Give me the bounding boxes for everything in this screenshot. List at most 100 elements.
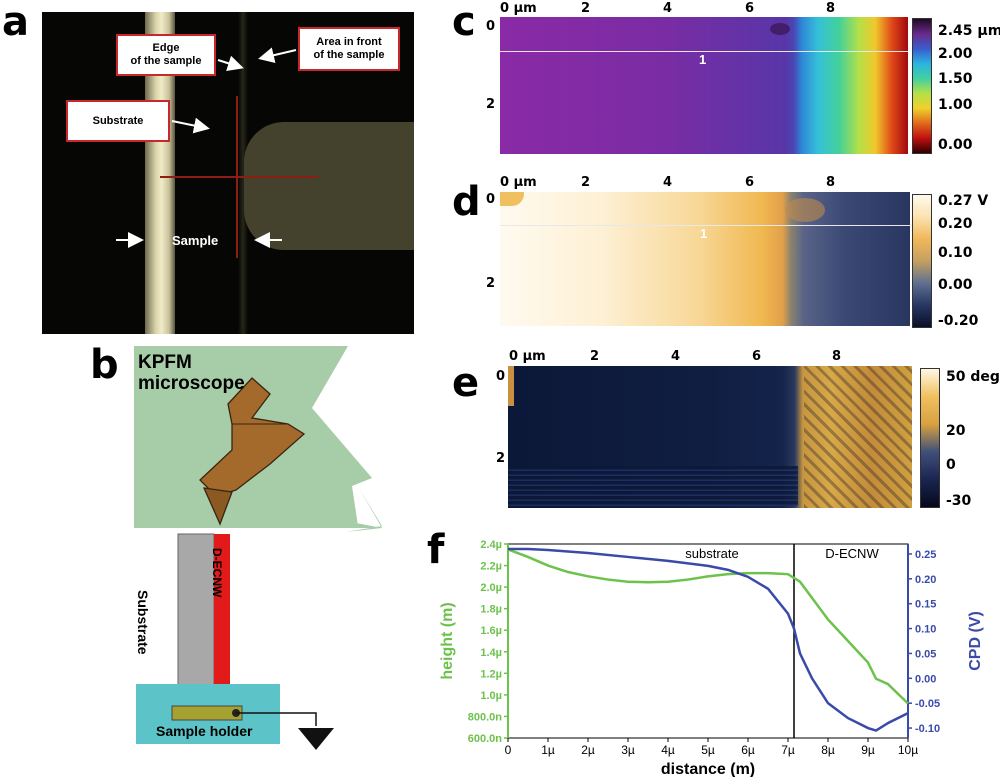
x-tick-label: 9µ xyxy=(861,743,875,757)
e-ytick-0: 0 xyxy=(496,369,506,384)
callout-edge-line2: of the sample xyxy=(130,55,202,67)
c-xtick-4: 8 xyxy=(826,1,836,16)
y2-tick-label: 0.05 xyxy=(915,648,936,660)
y2-tick-label: 0.10 xyxy=(915,624,936,636)
topography-map: 1 xyxy=(500,17,908,154)
e-cb-3: -30 xyxy=(946,493,972,509)
substrate-bar xyxy=(177,533,215,711)
d-cb-4: -0.20 xyxy=(938,313,979,329)
e-xtick-2: 4 xyxy=(671,349,681,364)
x-tick-label: 7µ xyxy=(781,743,795,757)
callout-edge-line1: Edge xyxy=(152,42,180,54)
x-tick-label: 6µ xyxy=(741,743,755,757)
callout-substrate: Substrate xyxy=(66,100,170,142)
y-tick-label: 2.4µ xyxy=(480,539,502,551)
c-profile-line xyxy=(500,51,908,52)
phase-map xyxy=(508,366,912,508)
arrow-area xyxy=(258,47,297,64)
microscope-label-line1: KPFM xyxy=(138,352,192,373)
cpd-map: 1 xyxy=(500,192,910,326)
substrate-region xyxy=(244,122,414,250)
series-height-line xyxy=(507,548,909,705)
d-profile-line xyxy=(500,225,910,226)
y-tick-label: 600.0n xyxy=(468,733,503,745)
d-cb-3: 0.00 xyxy=(938,277,973,293)
x-tick-label: 10µ xyxy=(898,743,918,757)
e-xtick-3: 6 xyxy=(752,349,762,364)
arrow-substrate xyxy=(171,117,210,134)
d-xtick-4: 8 xyxy=(826,175,836,190)
x-tick-label: 3µ xyxy=(621,743,635,757)
panel-label-c: c xyxy=(452,0,476,45)
y-tick-label: 800.0n xyxy=(468,711,503,723)
y2-tick-label: 0.15 xyxy=(915,599,936,611)
c-xtick-0: 0 µm xyxy=(500,1,537,16)
c-ytick-1: 2 xyxy=(486,97,496,112)
c-xtick-1: 2 xyxy=(581,1,591,16)
y2-tick-label: 0.25 xyxy=(915,549,936,561)
line-chart: 600.0n 800.0n 1.0µ 1.2µ 1.4µ 1.6µ 1.8µ 2.0µ 2.2µ… xyxy=(439,539,984,777)
holder-clamp xyxy=(171,705,243,721)
y2-tick-label: 0.20 xyxy=(915,574,936,586)
ground-wire xyxy=(236,712,317,726)
d-cb-2: 0.10 xyxy=(938,245,973,261)
c-line-label: 1 xyxy=(699,52,707,67)
panel-label-d: d xyxy=(452,179,481,225)
panel-label-e: e xyxy=(452,360,480,406)
c-cb-0: 2.45 µm xyxy=(938,23,1000,39)
microscope-label-line2: microscope xyxy=(138,373,245,394)
c-colorbar xyxy=(912,18,932,154)
decnw-bar xyxy=(214,534,230,710)
y-tick-label: 1.6µ xyxy=(480,625,502,637)
x-tick-label: 2µ xyxy=(581,743,595,757)
e-colorbar xyxy=(920,368,940,508)
d-xtick-2: 4 xyxy=(663,175,673,190)
y2-tick-label: -0.05 xyxy=(915,698,940,710)
region-label-substrate: substrate xyxy=(685,546,738,561)
y-tick-label: 1.4µ xyxy=(480,647,502,659)
sample-label: Sample xyxy=(172,233,219,248)
x-axis-label: distance (m) xyxy=(661,761,755,777)
panel-label-a: a xyxy=(2,0,29,45)
e-ytick-1: 2 xyxy=(496,451,506,466)
e-xtick-4: 8 xyxy=(832,349,842,364)
y-axis-label: height (m) xyxy=(439,602,456,679)
callout-area-line2: of the sample xyxy=(313,49,385,61)
sample-edge-line xyxy=(238,12,248,334)
series-cpd-line xyxy=(508,547,909,732)
y2-tick-label: -0.10 xyxy=(915,723,940,735)
c-cb-2: 1.50 xyxy=(938,71,973,87)
callout-edge: Edge of the sample xyxy=(116,34,216,76)
region-label-decnw: D-ECNW xyxy=(825,546,879,561)
c-ytick-0: 0 xyxy=(486,19,496,34)
d-cb-0: 0.27 V xyxy=(938,193,989,209)
x-tick-label: 4µ xyxy=(661,743,675,757)
d-xtick-1: 2 xyxy=(581,175,591,190)
d-ytick-0: 0 xyxy=(486,192,496,207)
e-cb-1: 20 xyxy=(946,423,966,439)
c-cb-1: 2.00 xyxy=(938,46,973,62)
arrow-edge xyxy=(217,55,244,71)
y-tick-label: 1.2µ xyxy=(480,668,502,680)
e-xtick-1: 2 xyxy=(590,349,600,364)
panel-a-arrows xyxy=(116,47,297,248)
y-tick-label: 1.8µ xyxy=(480,604,502,616)
c-xtick-2: 4 xyxy=(663,1,673,16)
y-tick-label: 1.0µ xyxy=(480,690,502,702)
microscope-label: KPFM microscope xyxy=(138,352,245,394)
e-cb-2: 0 xyxy=(946,457,956,473)
y2-axis-label: CPD (V) xyxy=(967,611,984,671)
callout-area-line1: Area in front xyxy=(316,36,382,48)
panel-label-b: b xyxy=(90,342,119,388)
c-cb-4: 0.00 xyxy=(938,137,973,153)
cantilever-arm xyxy=(199,377,306,497)
c-xtick-3: 6 xyxy=(745,1,755,16)
kpfm-schematic xyxy=(134,346,382,750)
x-tick-label: 1µ xyxy=(541,743,555,757)
e-cb-0: 50 deg xyxy=(946,369,1000,385)
ground-symbol xyxy=(298,728,334,750)
d-xtick-3: 6 xyxy=(745,175,755,190)
d-colorbar xyxy=(912,194,932,328)
d-ytick-1: 2 xyxy=(486,276,496,291)
callout-substrate-text: Substrate xyxy=(92,114,144,127)
